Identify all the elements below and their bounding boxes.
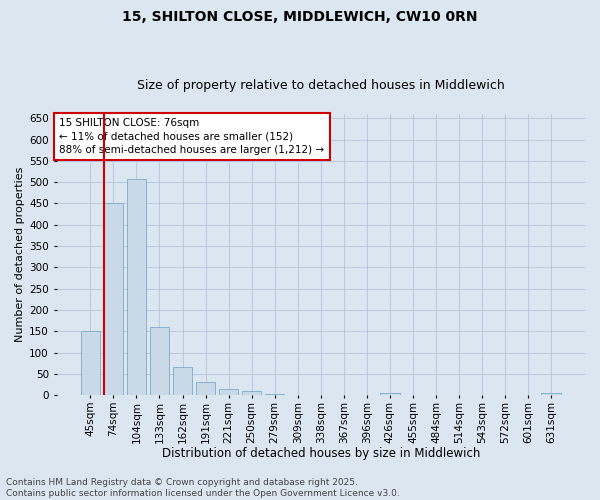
Bar — [149, 327, 169, 395]
Bar — [265, 394, 284, 395]
Y-axis label: Number of detached properties: Number of detached properties — [15, 167, 25, 342]
Bar — [541, 393, 561, 395]
Bar — [219, 389, 238, 395]
Bar — [380, 393, 400, 395]
Bar — [80, 332, 100, 395]
Title: Size of property relative to detached houses in Middlewich: Size of property relative to detached ho… — [137, 79, 505, 92]
Bar — [242, 392, 262, 395]
Bar — [173, 366, 193, 395]
Bar — [127, 179, 146, 395]
Bar — [196, 382, 215, 395]
Text: Contains HM Land Registry data © Crown copyright and database right 2025.
Contai: Contains HM Land Registry data © Crown c… — [6, 478, 400, 498]
Bar — [104, 202, 123, 395]
Text: 15, SHILTON CLOSE, MIDDLEWICH, CW10 0RN: 15, SHILTON CLOSE, MIDDLEWICH, CW10 0RN — [122, 10, 478, 24]
X-axis label: Distribution of detached houses by size in Middlewich: Distribution of detached houses by size … — [161, 447, 480, 460]
Text: 15 SHILTON CLOSE: 76sqm
← 11% of detached houses are smaller (152)
88% of semi-d: 15 SHILTON CLOSE: 76sqm ← 11% of detache… — [59, 118, 325, 154]
